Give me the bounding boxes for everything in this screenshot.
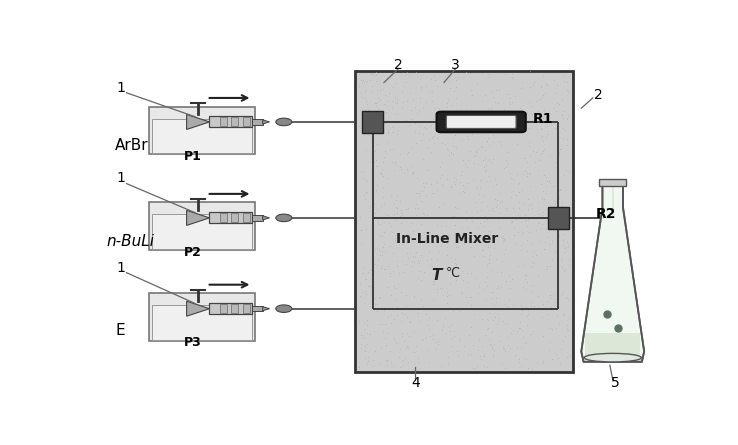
Bar <box>149 293 255 341</box>
Text: 4: 4 <box>411 376 420 390</box>
Text: 1: 1 <box>117 171 125 186</box>
Text: R2: R2 <box>596 207 616 222</box>
Ellipse shape <box>584 353 641 362</box>
Bar <box>210 117 252 127</box>
Bar <box>149 202 255 251</box>
Bar <box>362 111 383 133</box>
Polygon shape <box>263 120 269 124</box>
Bar <box>152 118 252 153</box>
Bar <box>210 303 252 314</box>
Polygon shape <box>582 184 644 362</box>
Bar <box>152 305 252 340</box>
Text: P2: P2 <box>184 246 201 259</box>
FancyBboxPatch shape <box>437 112 525 132</box>
Text: 1: 1 <box>117 261 125 275</box>
Bar <box>356 70 573 372</box>
Bar <box>599 179 627 186</box>
Text: In-Line Mixer: In-Line Mixer <box>396 232 497 247</box>
Bar <box>220 304 227 313</box>
Text: E: E <box>115 324 125 339</box>
Bar <box>220 117 227 126</box>
Bar <box>149 106 255 154</box>
Text: R1: R1 <box>533 112 554 125</box>
Polygon shape <box>187 210 210 226</box>
Bar <box>152 214 252 249</box>
Text: n-BuLi: n-BuLi <box>106 235 154 249</box>
Text: 2: 2 <box>594 88 603 101</box>
Bar <box>231 117 238 126</box>
Text: 5: 5 <box>611 376 620 390</box>
Bar <box>252 119 263 125</box>
Text: ArBr: ArBr <box>115 138 149 154</box>
Polygon shape <box>263 216 269 220</box>
Polygon shape <box>187 114 210 129</box>
Bar <box>243 117 249 126</box>
Bar <box>220 214 227 222</box>
Bar <box>243 304 249 313</box>
Ellipse shape <box>276 118 292 125</box>
Bar <box>231 214 238 222</box>
Polygon shape <box>585 333 640 356</box>
Ellipse shape <box>276 214 292 222</box>
Text: T: T <box>432 268 442 283</box>
Text: 3: 3 <box>451 58 460 73</box>
Polygon shape <box>263 307 269 311</box>
Bar <box>252 215 263 221</box>
Bar <box>548 207 569 229</box>
Text: P3: P3 <box>184 336 201 349</box>
Ellipse shape <box>276 305 292 312</box>
Polygon shape <box>187 301 210 316</box>
Text: ℃: ℃ <box>446 267 460 280</box>
FancyBboxPatch shape <box>446 115 516 129</box>
Bar <box>243 214 249 222</box>
Bar <box>252 306 263 312</box>
Text: 1: 1 <box>117 81 125 95</box>
Text: P1: P1 <box>184 150 201 163</box>
Text: 2: 2 <box>394 58 403 73</box>
Bar <box>231 304 238 313</box>
Bar <box>210 212 252 223</box>
